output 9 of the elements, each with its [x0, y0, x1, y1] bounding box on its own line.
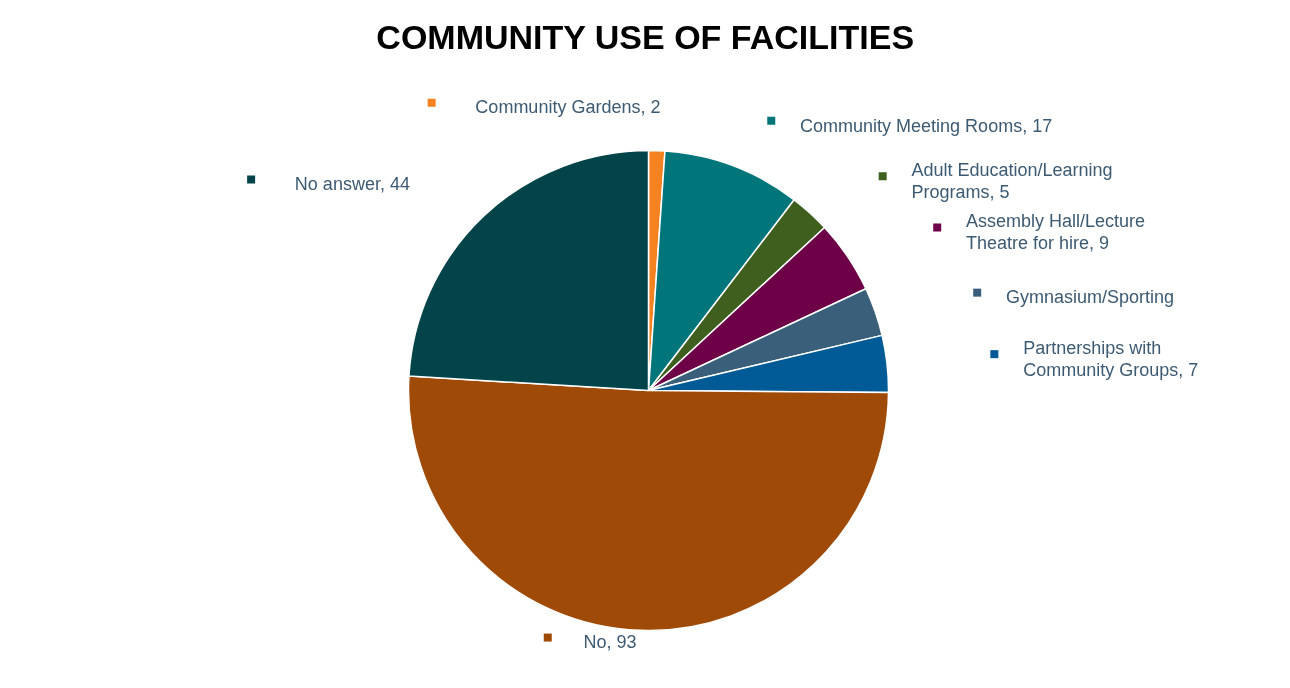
legend-label: Partnerships with Community Groups, 7 [1023, 337, 1199, 380]
legend-label: Assembly Hall/Lecture Theatre for hire, 9 [966, 211, 1146, 254]
chart-title: COMMUNITY USE OF FACILITIES [376, 17, 915, 56]
legend-label: Community Meeting Rooms, 17 [800, 115, 1053, 136]
legend-label: Adult Education/Learning Programs, 5 [911, 160, 1113, 203]
legend-label: No, 93 [583, 632, 637, 653]
legend-label: Gymnasium/Sporting [1005, 287, 1175, 308]
legend-label: No answer, 44 [294, 174, 410, 195]
legend-label: Community Gardens, 2 [475, 97, 661, 118]
